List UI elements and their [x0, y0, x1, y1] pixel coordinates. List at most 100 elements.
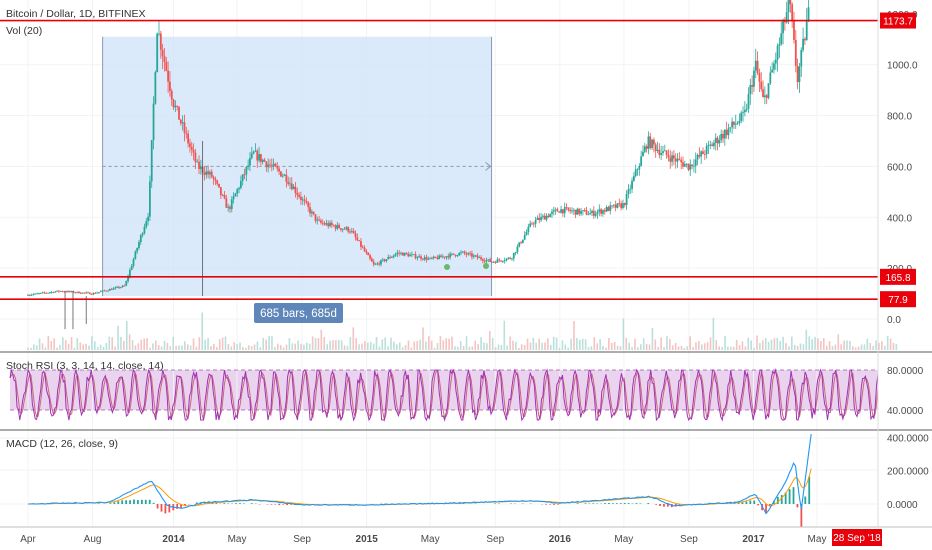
level-tag-text: 1173.7 [883, 17, 913, 28]
price-candle [94, 291, 97, 294]
macd-hist-bar [250, 503, 253, 504]
price-candle [461, 250, 464, 254]
volume-bar [137, 343, 140, 350]
price-candle [594, 210, 597, 218]
macd-hist-bar [557, 504, 559, 505]
price-candle [376, 261, 379, 266]
macd-hist-bar [612, 503, 614, 504]
price-candle [68, 290, 71, 293]
volume-bar [881, 341, 883, 350]
price-candle [665, 150, 668, 159]
macd-hist-bar [290, 504, 292, 505]
volume-bar [427, 336, 430, 350]
time-axis[interactable]: Apr Aug 2014 May Sep 2015 May Sep 2016 May Sep 2017… [20, 534, 826, 545]
price-candle [132, 257, 135, 268]
price-candle [296, 187, 299, 200]
volume-bar [695, 342, 697, 350]
volume-bar [497, 344, 500, 350]
volume-bar [416, 341, 418, 350]
price-candle [607, 205, 610, 212]
volume-bar [62, 337, 64, 350]
volume-bar [738, 345, 741, 350]
price-candle [36, 292, 38, 295]
volume-bar [863, 344, 866, 350]
time-tick-label: Sep [486, 534, 504, 545]
price-candle [276, 161, 279, 172]
price-candle [41, 291, 44, 294]
price-candle [511, 257, 513, 261]
price-candle [458, 252, 461, 257]
macd-hist-bar [627, 503, 630, 504]
price-candle [139, 233, 142, 246]
volume-bar [291, 343, 294, 350]
volume-bar [570, 338, 572, 350]
volume-bar [651, 327, 654, 350]
volume-bar [247, 345, 250, 350]
volume-bar [547, 338, 549, 350]
price-candle [340, 227, 342, 232]
volume-bar [245, 347, 247, 350]
price-candle [740, 110, 743, 124]
price-candle [660, 145, 663, 161]
volume-bar [227, 343, 230, 350]
price-candle [121, 284, 124, 288]
volume-bar [526, 338, 529, 350]
price-candle [622, 199, 624, 210]
price-series[interactable] [27, 0, 810, 330]
macd-hist-bar [678, 504, 681, 506]
price-candle [802, 27, 804, 53]
volume-bar [483, 342, 485, 350]
price-candle [307, 200, 310, 212]
volume-bar [770, 339, 773, 350]
price-candle [380, 259, 382, 267]
price-candle [385, 259, 388, 263]
stoch-rsi-pane[interactable] [9, 368, 879, 422]
volume-bar [852, 346, 854, 350]
price-candle [776, 43, 779, 72]
price-candle [48, 291, 51, 294]
price-candle [465, 251, 468, 258]
price-candle [585, 207, 588, 216]
volume-bar [297, 340, 299, 350]
volume-bar [843, 340, 845, 350]
price-candle [189, 138, 191, 153]
horizontal-levels[interactable] [0, 19, 878, 300]
price-candle [651, 138, 653, 150]
price-candle [303, 194, 306, 206]
volume-bar [465, 336, 468, 350]
price-candle [642, 145, 644, 157]
volume-bar [549, 344, 552, 350]
price-candle [134, 250, 137, 260]
macd-hist-bar [274, 504, 277, 505]
price-candle [569, 207, 572, 214]
price-candle [525, 229, 528, 236]
price-candle [39, 292, 42, 294]
signal-marker[interactable] [483, 263, 489, 269]
volume-bar [613, 342, 616, 350]
volume-bar [683, 347, 686, 350]
price-candle [438, 254, 441, 260]
signal-marker[interactable] [444, 264, 450, 270]
macd-hist-bar [215, 503, 218, 504]
price-candle [338, 223, 341, 229]
volume-bar [172, 336, 175, 350]
price-candle [516, 244, 519, 255]
volume-bar [776, 337, 779, 350]
price-candle [367, 252, 370, 256]
macd-tick-label: 400.0000 [887, 433, 929, 444]
price-candle [753, 66, 755, 92]
price-candle [45, 292, 48, 294]
price-candle [52, 291, 55, 294]
macd-pane[interactable] [28, 434, 812, 527]
price-candle [63, 290, 66, 293]
price-candle [387, 254, 390, 260]
price-candle [467, 252, 470, 256]
level-tag: 1173.7 [880, 12, 916, 29]
price-candle [794, 29, 797, 73]
price-candle [287, 176, 290, 187]
price-candle [400, 251, 402, 256]
price-candle [452, 253, 455, 256]
volume-bar [474, 340, 477, 350]
volume-bar [375, 337, 378, 350]
